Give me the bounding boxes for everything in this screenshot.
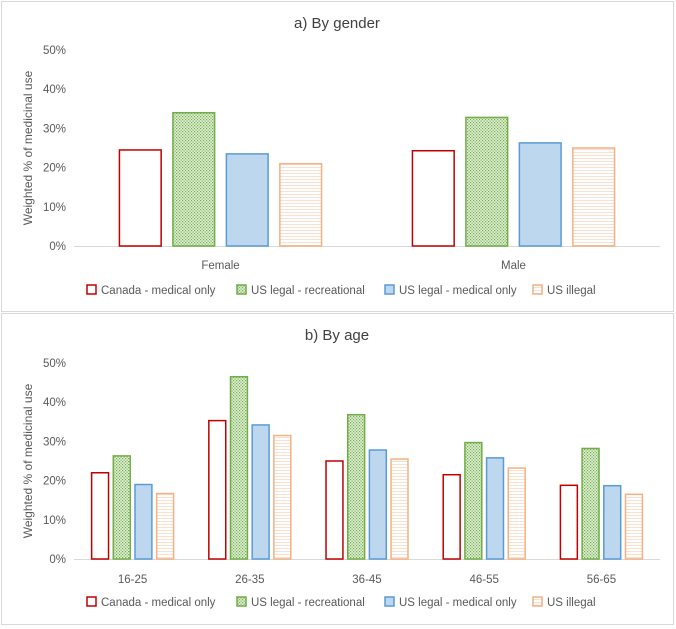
bar-us_legal_recreational: [581, 447, 600, 560]
legend-label-us_legal_medical_only: US legal - medical only: [399, 597, 517, 609]
x-tick-label: 56-65: [587, 574, 616, 586]
chart-panel-by-age: b) By age Weighted % of medicinal use 0% 10…: [1, 313, 674, 625]
bar-canada_medical_only: [325, 460, 344, 560]
bar-us_legal_recreational: [172, 111, 216, 247]
x-tick-label: 36-45: [352, 574, 381, 586]
y-tick-label: 30%: [43, 436, 66, 448]
bar-us_legal_recreational: [465, 116, 509, 247]
y-tick-label: 50%: [43, 45, 66, 57]
legend-label-us_legal_recreational: US legal - recreational: [251, 285, 365, 297]
bar-canada_medical_only: [208, 419, 227, 560]
bar-canada_medical_only: [559, 484, 579, 560]
legend-label-canada_medical_only: Canada - medical only: [101, 285, 216, 297]
y-axis-label: Weighted % of medicinal use: [21, 383, 35, 538]
legend-swatch-us_legal_medical_only: [384, 284, 395, 295]
bar-us_legal_recreational: [229, 375, 249, 560]
y-tick-label: 40%: [43, 397, 66, 409]
bar-us_legal_medical_only: [485, 457, 505, 560]
x-tick-label: 16-25: [118, 574, 147, 586]
chart-by-age: b) By age Weighted % of medicinal use 0% 10…: [21, 327, 660, 609]
y-tick-label: 20%: [43, 163, 66, 175]
bar-us_legal_recreational: [112, 455, 131, 560]
bar-us_legal_medical_only: [368, 449, 388, 560]
legend-label-us_legal_medical_only: US legal - medical only: [399, 285, 517, 297]
chart-by-gender: a) By gender Weighted % of medicinal use 0…: [21, 15, 660, 297]
bar-us_legal_medical_only: [603, 484, 622, 560]
legend-swatch-us_legal_medical_only: [384, 596, 395, 607]
bar-us_legal_recreational: [464, 441, 483, 560]
legend-label-us_legal_recreational: US legal - recreational: [251, 597, 365, 609]
legend-swatch-canada_medical_only: [86, 596, 97, 607]
y-tick-label: 20%: [43, 476, 66, 488]
x-tick-label: 46-55: [469, 574, 498, 586]
legend-label-us_illegal: US illegal: [547, 597, 596, 609]
bar-us_illegal: [507, 467, 526, 560]
legend-label-canada_medical_only: Canada - medical only: [101, 597, 216, 609]
bar-us_legal_medical_only: [134, 483, 153, 560]
y-tick-label: 50%: [43, 358, 66, 370]
x-tick-label: Female: [201, 260, 239, 272]
y-tick-label: 40%: [43, 84, 66, 96]
bar-us_illegal: [390, 458, 409, 560]
bar-us_legal_recreational: [346, 413, 366, 560]
chart-title: a) By gender: [294, 15, 380, 32]
legend-swatch-us_illegal: [532, 596, 543, 607]
legend-label-us_illegal: US illegal: [547, 285, 596, 297]
chart-title: b) By age: [305, 327, 369, 344]
x-tick-label: Male: [501, 260, 526, 272]
y-tick-label: 30%: [43, 123, 66, 135]
bar-canada_medical_only: [118, 149, 162, 247]
bar-us_legal_medical_only: [251, 424, 270, 560]
bar-us_illegal: [273, 434, 292, 560]
bar-canada_medical_only: [90, 472, 110, 560]
legend-swatch-canada_medical_only: [86, 284, 97, 295]
x-tick-label: 26-35: [235, 574, 264, 586]
bar-us_illegal: [624, 493, 644, 560]
bar-us_illegal: [572, 147, 616, 247]
bar-canada_medical_only: [442, 473, 461, 560]
bar-canada_medical_only: [411, 149, 455, 247]
bar-us_illegal: [279, 162, 323, 247]
y-tick-label: 10%: [43, 202, 66, 214]
legend-swatch-us_legal_recreational: [236, 596, 247, 607]
legend-swatch-us_legal_recreational: [236, 284, 247, 295]
y-axis-label: Weighted % of medicinal use: [21, 70, 35, 225]
legend-swatch-us_illegal: [532, 284, 543, 295]
bar-us_illegal: [155, 492, 175, 560]
y-tick-label: 10%: [43, 515, 66, 527]
chart-panel-by-gender: a) By gender Weighted % of medicinal use 0…: [1, 1, 674, 312]
bar-us_legal_medical_only: [225, 153, 269, 247]
y-tick-label: 0%: [49, 241, 66, 253]
y-tick-label: 0%: [49, 554, 66, 566]
bar-us_legal_medical_only: [518, 142, 562, 247]
